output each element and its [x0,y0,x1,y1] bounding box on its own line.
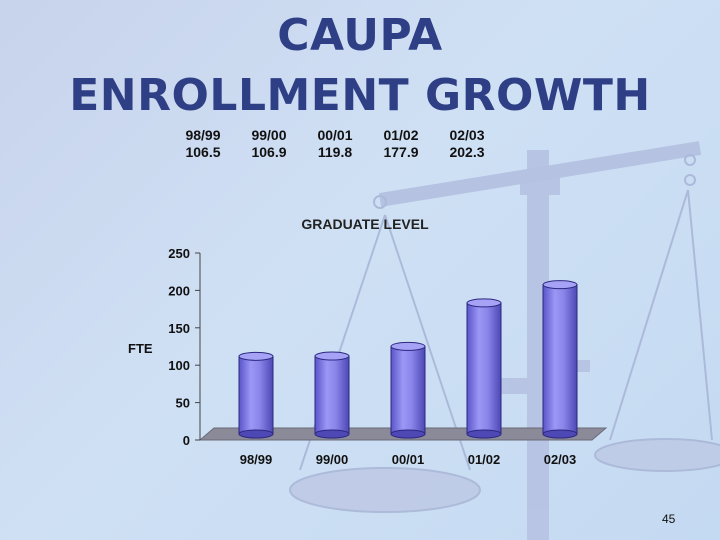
bar-top [542,280,578,290]
table-value-row: 106.5 106.9 119.8 177.9 202.3 [170,144,530,161]
table-value-cell: 177.9 [383,144,419,160]
enrollment-table: 98/99 99/00 00/01 01/02 02/03 106.5 106.… [170,127,530,161]
x-tick-label: 99/00 [316,452,349,467]
bar [542,284,578,435]
table-value-cell: 119.8 [317,144,353,160]
table-header-cell: 98/99 [185,127,221,143]
y-tick-label: 50 [176,396,190,411]
x-tick-label: 98/99 [240,452,273,467]
bar-base [238,429,274,439]
y-tick-label: 200 [168,283,190,298]
table-header-cell: 99/00 [251,127,287,143]
y-tick-label: 0 [183,433,190,448]
bar-top [314,351,350,361]
bar [466,302,502,435]
table-value-cell: 106.9 [251,144,287,160]
slide-title-line1: CAUPA [277,10,443,61]
y-tick-label: 250 [168,246,190,261]
table-header-cell: 00/01 [317,127,353,143]
table-header-cell: 01/02 [383,127,419,143]
x-tick-label: 01/02 [468,452,501,467]
bar-top [390,341,426,351]
bar [238,355,274,435]
bar [390,345,426,435]
bar-base [466,429,502,439]
bar-base [314,429,350,439]
bar-top [238,351,274,361]
y-tick-label: 100 [168,358,190,373]
table-header-cell: 02/03 [449,127,485,143]
y-tick-label: 150 [168,321,190,336]
table-value-cell: 106.5 [185,144,221,160]
bar-base [390,429,426,439]
x-tick-label: 02/03 [544,452,577,467]
table-header-row: 98/99 99/00 00/01 01/02 02/03 [170,127,530,144]
y-axis-label: FTE [128,341,153,356]
bar-base [542,429,578,439]
chart-title: GRADUATE LEVEL [301,216,429,232]
slide-title-line2: ENROLLMENT GROWTH [69,70,651,121]
table-value-cell: 202.3 [449,144,485,160]
bar-top [466,298,502,308]
x-tick-label: 00/01 [392,452,425,467]
page-number: 45 [662,512,676,526]
bar [314,355,350,435]
